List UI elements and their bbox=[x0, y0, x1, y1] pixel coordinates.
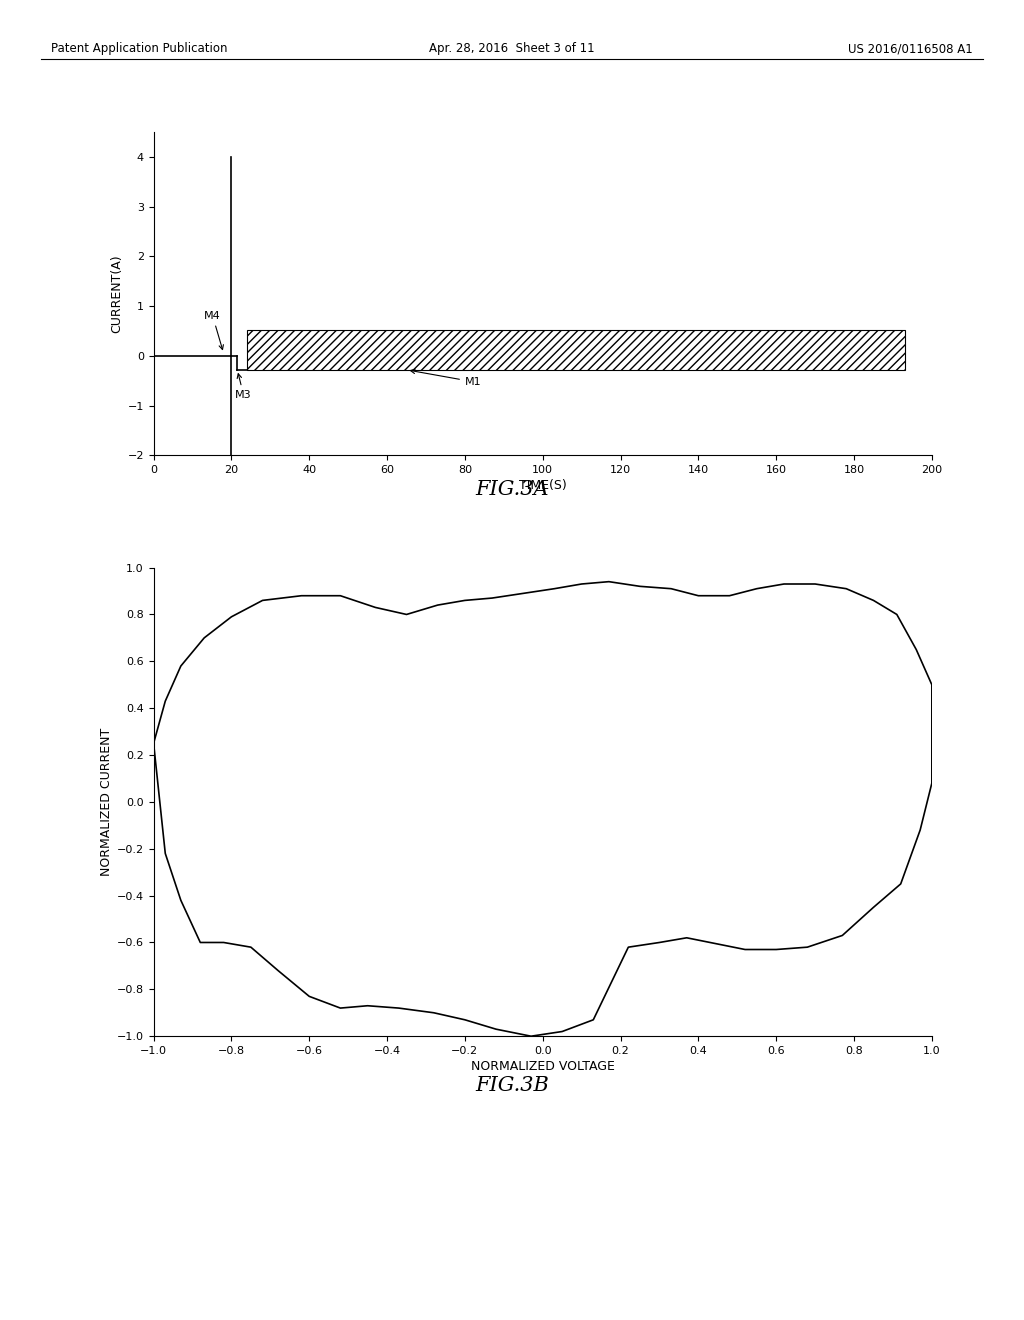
Y-axis label: CURRENT(A): CURRENT(A) bbox=[111, 255, 123, 333]
Text: M3: M3 bbox=[236, 374, 252, 400]
Text: FIG.3A: FIG.3A bbox=[475, 480, 549, 499]
Text: M1: M1 bbox=[411, 370, 481, 387]
Y-axis label: NORMALIZED CURRENT: NORMALIZED CURRENT bbox=[99, 727, 113, 876]
Text: Apr. 28, 2016  Sheet 3 of 11: Apr. 28, 2016 Sheet 3 of 11 bbox=[429, 42, 595, 55]
Text: FIG.3B: FIG.3B bbox=[475, 1076, 549, 1094]
Text: US 2016/0116508 A1: US 2016/0116508 A1 bbox=[848, 42, 973, 55]
X-axis label: TIME(S): TIME(S) bbox=[519, 479, 566, 492]
Text: Patent Application Publication: Patent Application Publication bbox=[51, 42, 227, 55]
X-axis label: NORMALIZED VOLTAGE: NORMALIZED VOLTAGE bbox=[471, 1060, 614, 1073]
Bar bbox=[247, 330, 904, 370]
Text: M4: M4 bbox=[204, 310, 223, 350]
